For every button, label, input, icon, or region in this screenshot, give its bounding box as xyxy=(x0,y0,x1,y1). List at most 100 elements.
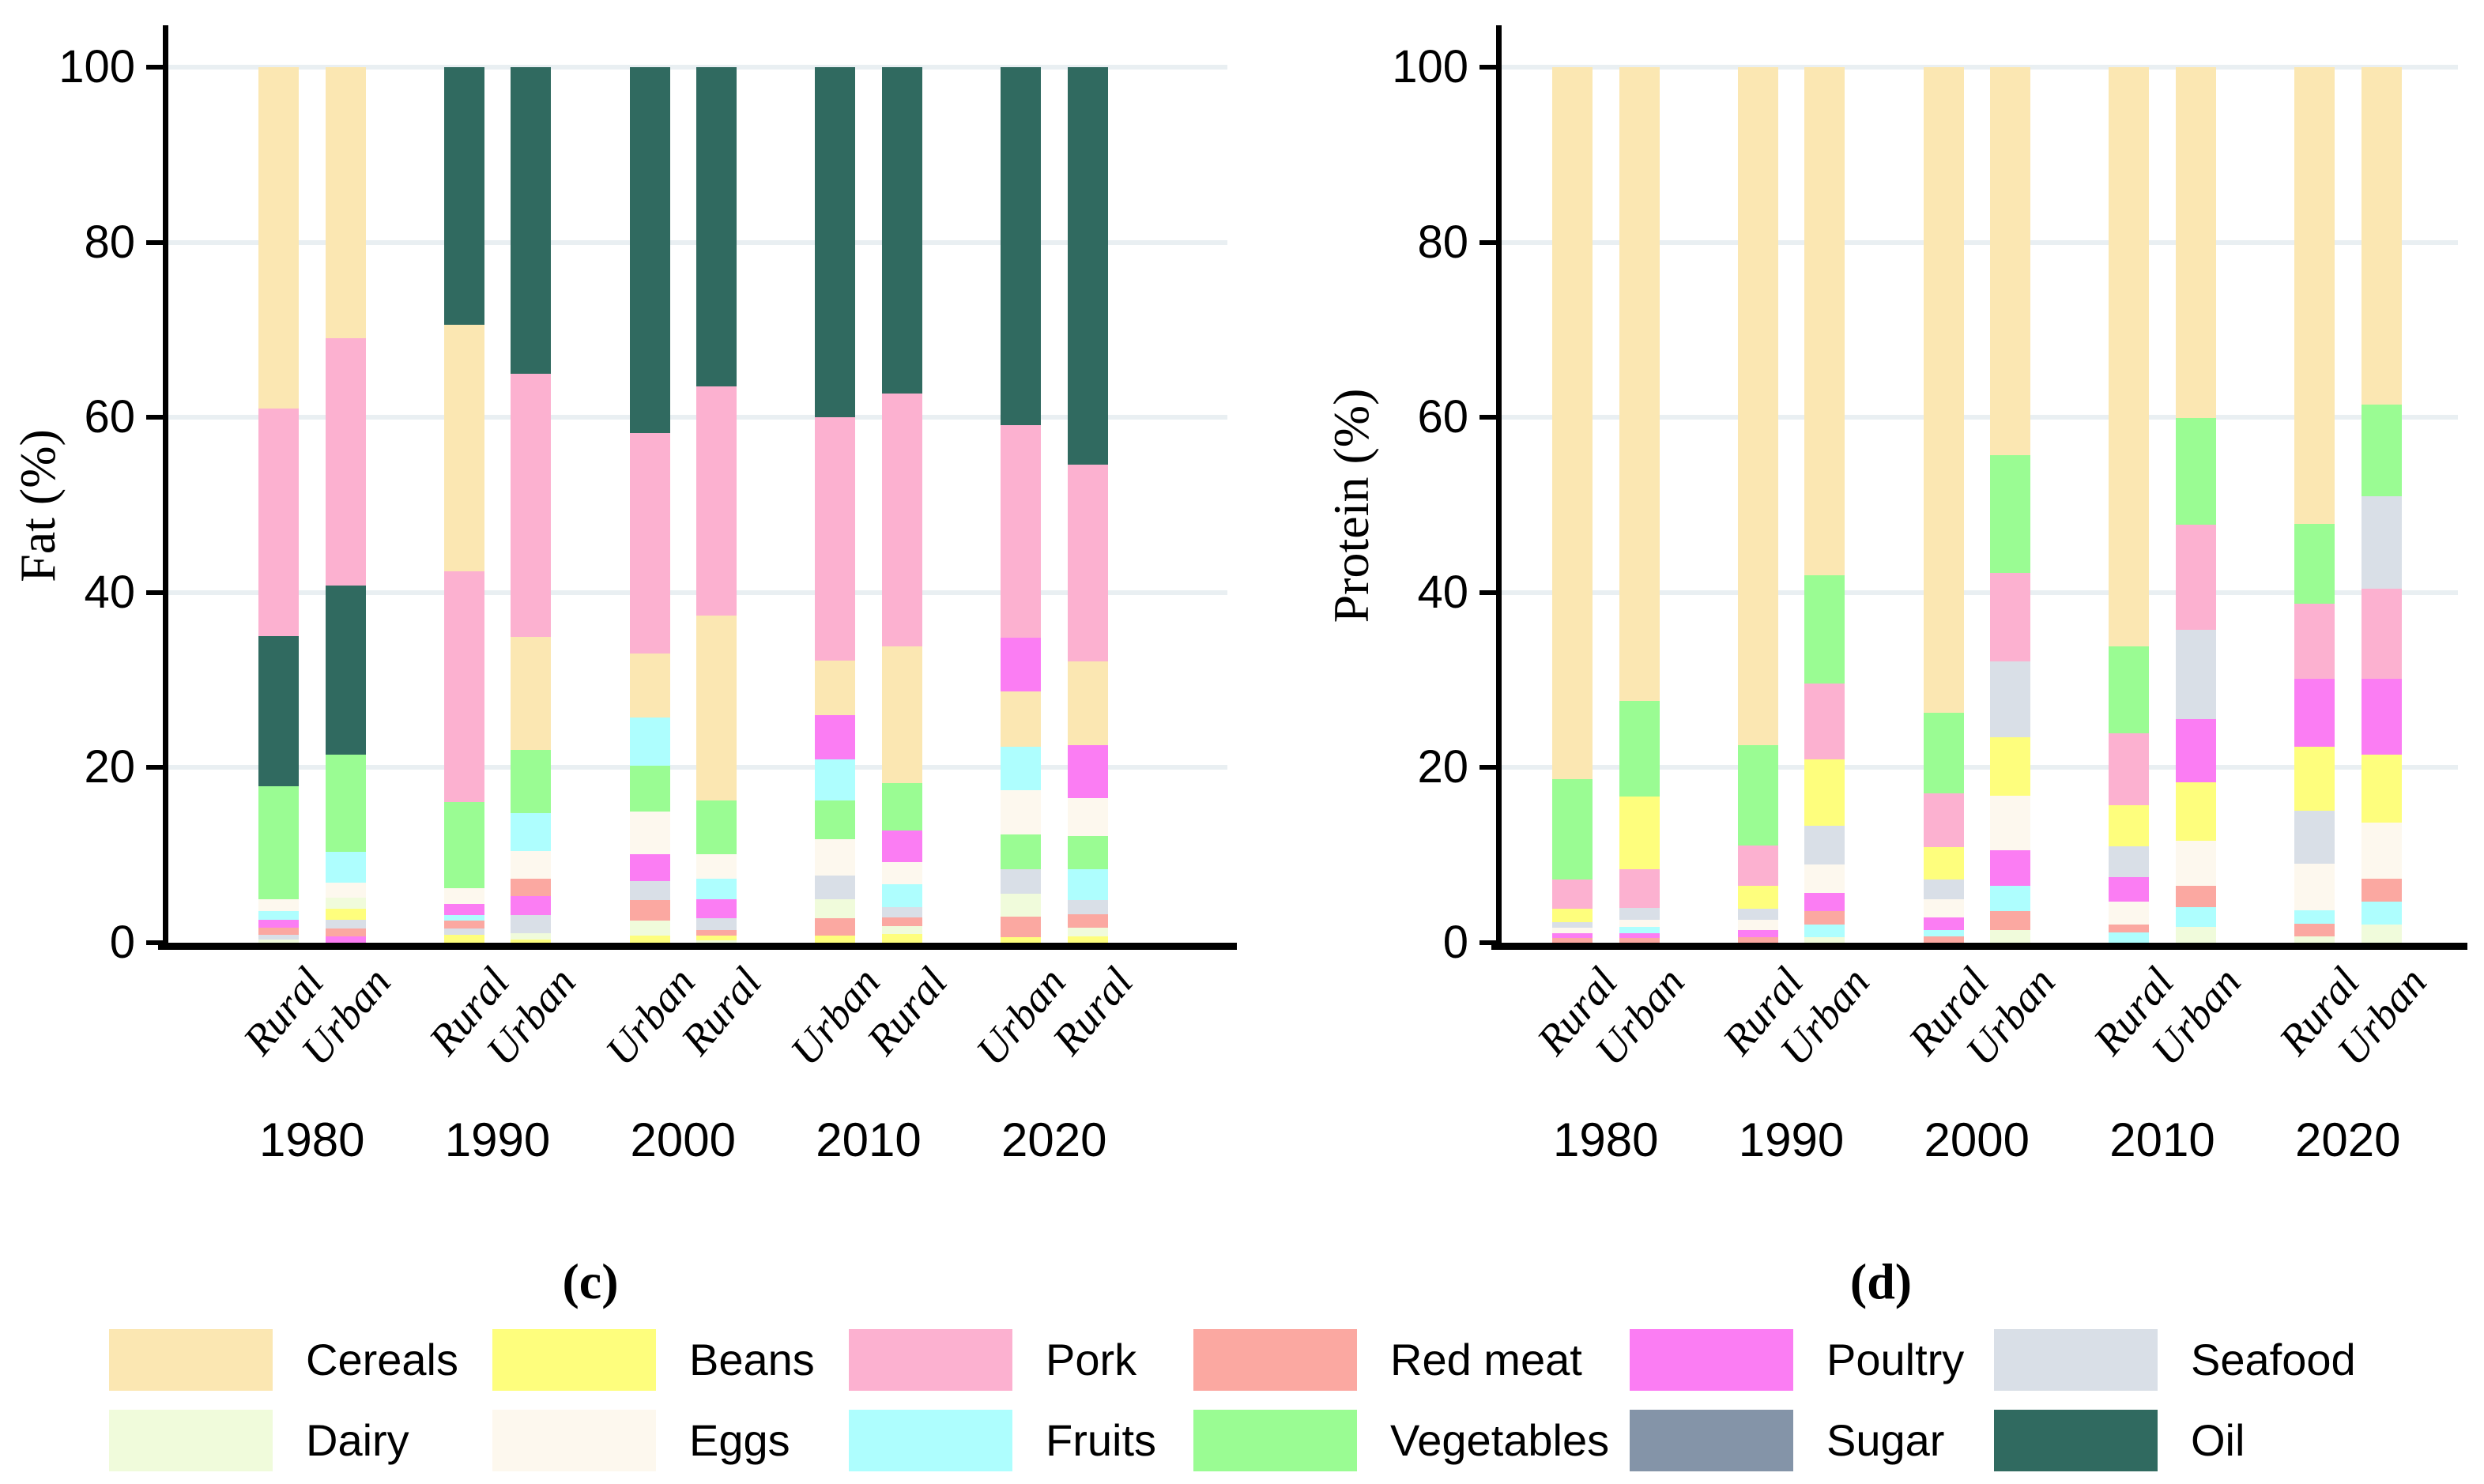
legend-swatch xyxy=(1994,1329,2158,1391)
bar-segment xyxy=(1990,454,2030,574)
bar-segment xyxy=(1804,911,1845,925)
bar-segment xyxy=(815,898,855,918)
bar-segment xyxy=(1738,937,1778,943)
legend-swatch xyxy=(1630,1329,1793,1391)
bar-2020-urban xyxy=(1001,67,1041,943)
bar-segment xyxy=(444,324,484,572)
bar-segment xyxy=(1619,796,1660,869)
legend-label: Oil xyxy=(2191,1415,2245,1465)
bar-segment xyxy=(1990,885,2030,912)
bar-segment xyxy=(1068,465,1108,662)
bar-segment xyxy=(444,914,484,921)
bar-segment xyxy=(696,930,737,936)
bar-segment xyxy=(511,932,551,940)
bar-segment xyxy=(1804,759,1845,826)
year-label: 1990 xyxy=(1738,1113,1845,1166)
bar-2000-rural xyxy=(696,67,737,943)
bar-segment xyxy=(1619,907,1660,921)
bar-segment xyxy=(882,646,922,784)
y-axis-line xyxy=(163,25,168,950)
bar-segment xyxy=(1619,868,1660,908)
bar-2020-urban xyxy=(2361,67,2402,943)
bar-segment xyxy=(258,920,299,928)
bar-segment xyxy=(630,899,670,921)
y-tick-label: 60 xyxy=(1417,391,1468,443)
bar-segment xyxy=(1001,638,1041,691)
bar-segment xyxy=(882,925,922,934)
bar-segment xyxy=(326,67,366,339)
bar-segment xyxy=(2109,924,2149,932)
bar-2010-rural xyxy=(2109,67,2149,943)
bar-segment xyxy=(2294,923,2335,937)
bar-segment xyxy=(1738,744,1778,846)
bar-segment xyxy=(2361,924,2402,943)
bar-1980-urban xyxy=(326,67,366,943)
legend-swatch xyxy=(849,1329,1012,1391)
bar-segment xyxy=(815,759,855,801)
bar-segment xyxy=(511,812,551,851)
bar-segment xyxy=(511,373,551,638)
bar-segment xyxy=(258,785,299,899)
bar-segment xyxy=(1738,845,1778,886)
bar-2000-rural xyxy=(1924,67,1964,943)
bar-segment xyxy=(1552,879,1593,909)
bar-segment xyxy=(2294,67,2335,525)
legend-label: Vegetables xyxy=(1390,1415,1610,1465)
bar-segment xyxy=(1068,798,1108,836)
bar-segment xyxy=(815,936,855,943)
bar-segment xyxy=(1552,67,1593,779)
bar-segment xyxy=(511,67,551,374)
bar-segment xyxy=(2361,879,2402,902)
bar-segment xyxy=(511,914,551,933)
bar-segment xyxy=(815,661,855,715)
bar-segment xyxy=(696,386,737,616)
y-tick xyxy=(146,65,168,70)
bar-segment xyxy=(1001,790,1041,834)
bar-segment xyxy=(511,896,551,915)
bar-segment xyxy=(2294,679,2335,747)
bar-segment xyxy=(630,811,670,855)
bar-segment xyxy=(630,854,670,882)
y-tick xyxy=(146,589,168,595)
bar-segment xyxy=(1924,936,1964,943)
bar-segment xyxy=(1804,924,1845,938)
year-label: 2010 xyxy=(816,1113,922,1166)
bar-segment xyxy=(511,879,551,897)
bar-segment xyxy=(258,409,299,637)
y-tick-label: 40 xyxy=(1417,566,1468,618)
x-axis-line xyxy=(1491,943,2467,950)
bar-segment xyxy=(882,933,922,943)
bar-segment xyxy=(1924,847,1964,880)
legend-label: Seafood xyxy=(2191,1335,2356,1384)
bar-segment xyxy=(2176,418,2216,525)
bar-segment xyxy=(1738,67,1778,745)
bar-segment xyxy=(326,585,366,755)
bar-segment xyxy=(1001,691,1041,747)
bar-segment xyxy=(696,854,737,879)
bar-1980-rural xyxy=(258,67,299,943)
bar-1990-urban xyxy=(511,67,551,943)
bar-segment xyxy=(882,831,922,863)
bar-segment xyxy=(2294,864,2335,910)
y-tick-label: 60 xyxy=(84,391,135,443)
bar-segment xyxy=(2109,846,2149,877)
bar-segment xyxy=(1738,908,1778,921)
bar-segment xyxy=(444,67,484,325)
bar-segment xyxy=(1990,573,2030,662)
bar-segment xyxy=(696,898,737,918)
bar-2010-urban xyxy=(815,67,855,943)
bar-segment xyxy=(1804,825,1845,865)
bar-segment xyxy=(511,939,551,943)
bar-segment xyxy=(2294,524,2335,605)
y-tick xyxy=(1479,65,1502,70)
y-tick-label: 20 xyxy=(1417,741,1468,793)
bar-segment xyxy=(1068,67,1108,465)
bar-segment xyxy=(882,906,922,917)
legend-label: Sugar xyxy=(1826,1415,1945,1465)
bar-segment xyxy=(1990,661,2030,737)
bar-segment xyxy=(882,394,922,647)
legend-swatch xyxy=(109,1410,273,1471)
bar-segment xyxy=(444,571,484,802)
y-tick-label: 100 xyxy=(58,41,135,92)
